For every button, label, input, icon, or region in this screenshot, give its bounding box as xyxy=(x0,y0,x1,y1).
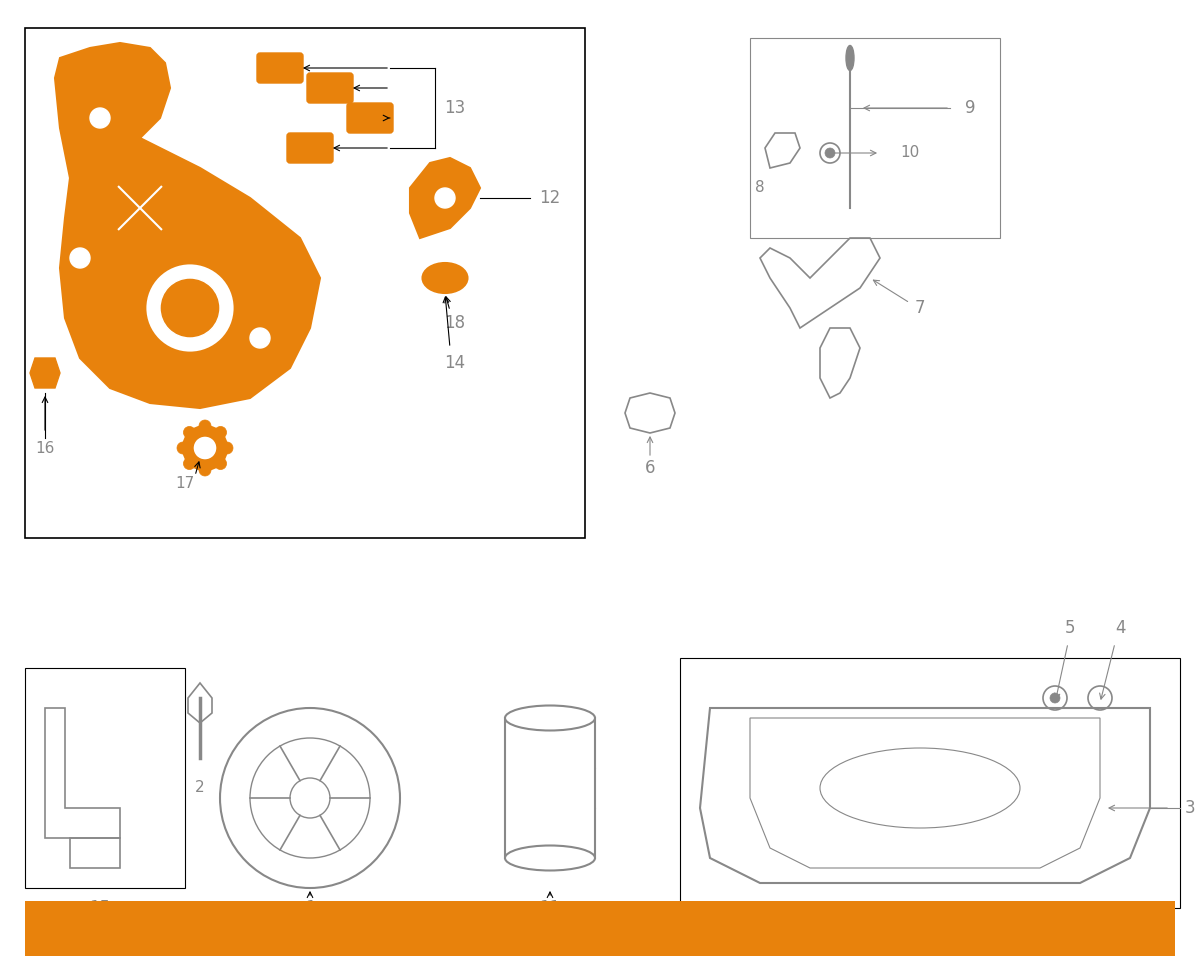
FancyBboxPatch shape xyxy=(307,73,353,103)
Polygon shape xyxy=(700,708,1150,883)
Circle shape xyxy=(70,248,90,268)
Circle shape xyxy=(215,426,227,439)
Text: 18: 18 xyxy=(444,314,466,332)
Text: 10: 10 xyxy=(900,146,919,161)
Text: 9: 9 xyxy=(965,99,976,117)
Text: 11: 11 xyxy=(539,899,560,917)
Bar xyxy=(25,901,1175,956)
Circle shape xyxy=(220,708,400,888)
Bar xyxy=(505,718,595,858)
Text: 13: 13 xyxy=(444,99,466,117)
Polygon shape xyxy=(55,43,320,408)
Text: 2: 2 xyxy=(196,781,205,795)
Circle shape xyxy=(826,148,835,158)
Circle shape xyxy=(90,108,110,128)
Ellipse shape xyxy=(505,705,595,731)
Circle shape xyxy=(182,426,227,470)
Text: Only one part or sub-assembly in diagram included. See Item Specifics for Refere: Only one part or sub-assembly in diagram… xyxy=(251,915,949,943)
Circle shape xyxy=(210,118,230,138)
Bar xyxy=(25,28,586,538)
Circle shape xyxy=(178,442,190,454)
Circle shape xyxy=(215,458,227,469)
Circle shape xyxy=(184,458,196,469)
Text: 5: 5 xyxy=(1064,619,1075,637)
Bar xyxy=(680,658,1180,908)
Ellipse shape xyxy=(846,45,854,71)
Circle shape xyxy=(436,188,455,208)
Text: 12: 12 xyxy=(539,189,560,207)
Circle shape xyxy=(250,738,370,858)
Circle shape xyxy=(199,420,211,432)
Ellipse shape xyxy=(422,263,468,293)
Text: 3: 3 xyxy=(1184,799,1195,817)
Circle shape xyxy=(290,778,330,818)
Bar xyxy=(25,668,185,888)
Text: 6: 6 xyxy=(644,459,655,477)
FancyBboxPatch shape xyxy=(347,103,394,133)
Circle shape xyxy=(193,436,217,460)
Text: 4: 4 xyxy=(1115,619,1126,637)
Text: 14: 14 xyxy=(444,354,466,372)
Bar xyxy=(750,38,1000,238)
Text: 17: 17 xyxy=(175,475,194,490)
FancyBboxPatch shape xyxy=(257,53,302,83)
Circle shape xyxy=(199,464,211,476)
Polygon shape xyxy=(410,158,480,238)
Text: 8: 8 xyxy=(755,180,764,195)
Circle shape xyxy=(184,426,196,439)
Ellipse shape xyxy=(505,846,595,871)
Polygon shape xyxy=(30,358,60,388)
Circle shape xyxy=(1050,693,1060,703)
Circle shape xyxy=(145,263,235,353)
Text: 16: 16 xyxy=(35,441,55,455)
Circle shape xyxy=(160,278,220,338)
Text: 7: 7 xyxy=(914,299,925,317)
Circle shape xyxy=(221,442,233,454)
Text: 15: 15 xyxy=(90,899,110,917)
Circle shape xyxy=(250,328,270,348)
FancyBboxPatch shape xyxy=(287,133,334,163)
Text: 1: 1 xyxy=(305,899,316,917)
